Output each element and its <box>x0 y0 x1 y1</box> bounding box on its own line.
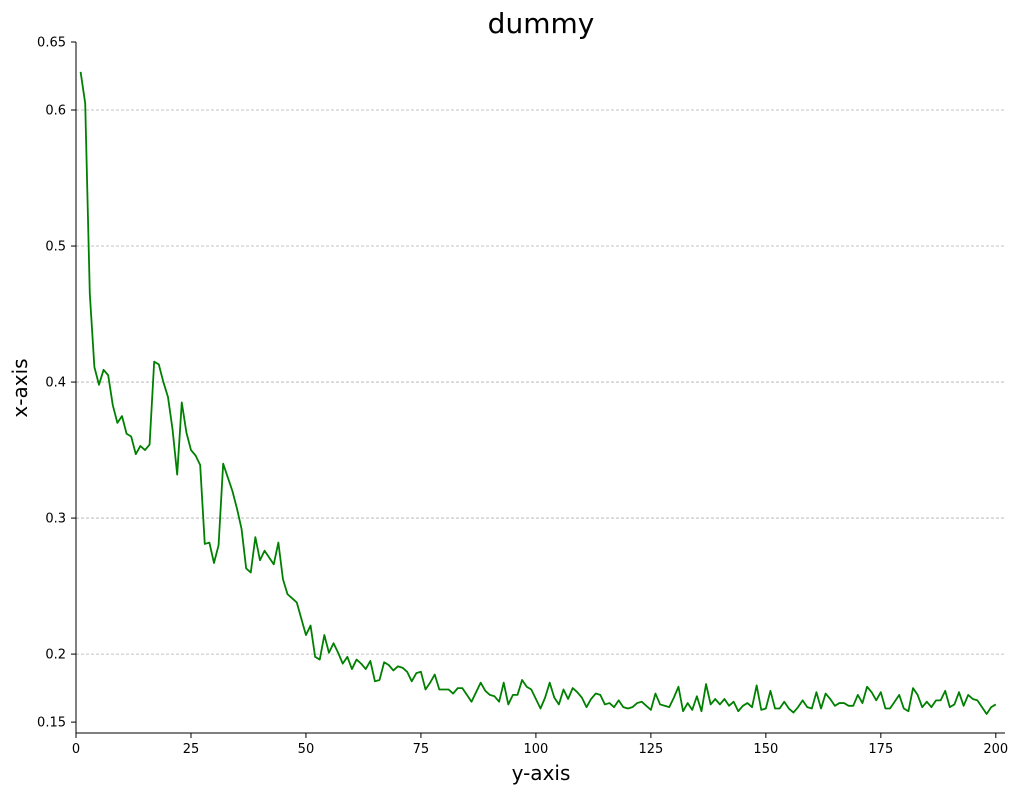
y-axis-label: x-axis <box>8 358 32 417</box>
x-tick-label: 0 <box>72 742 80 757</box>
x-tick-label: 200 <box>983 742 1008 757</box>
x-tick-label: 175 <box>868 742 893 757</box>
y-axis-ticks: 0.15 0.2 0.3 0.4 0.5 0.6 0.65 <box>37 36 76 731</box>
series-line <box>79 71 997 715</box>
x-axis-label: y-axis <box>512 761 571 785</box>
grid-lines <box>76 109 1005 655</box>
y-tick-label: 0.6 <box>45 104 66 119</box>
y-tick-label: 0.15 <box>37 716 66 731</box>
x-tick-label: 125 <box>638 742 663 757</box>
x-tick-label: 50 <box>298 742 315 757</box>
x-tick-label: 100 <box>523 742 548 757</box>
chart-title: dummy <box>488 7 595 40</box>
y-tick-label: 0.5 <box>45 240 66 255</box>
x-axis-ticks: 0 25 50 75 100 125 150 175 200 <box>72 733 1008 757</box>
y-tick-label: 0.65 <box>37 36 66 51</box>
x-tick-label: 75 <box>413 742 430 757</box>
x-tick-label: 150 <box>753 742 778 757</box>
x-tick-label: 25 <box>183 742 200 757</box>
y-tick-label: 0.4 <box>45 376 66 391</box>
y-tick-label: 0.3 <box>45 512 66 527</box>
line-series <box>79 71 997 715</box>
y-tick-label: 0.2 <box>45 648 66 663</box>
